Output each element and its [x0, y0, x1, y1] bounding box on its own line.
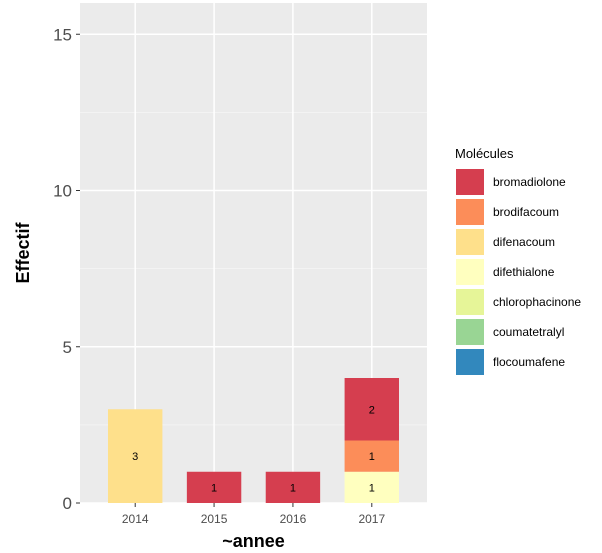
legend-swatch [455, 198, 485, 226]
y-axis-label: Effectif [13, 221, 33, 283]
legend-items: bromadiolone brodifacoum difenacoum difethi… [455, 167, 581, 377]
legend-swatch [455, 228, 485, 256]
legend-label: flocoumafene [493, 355, 566, 369]
y-tick-label: 15 [53, 25, 72, 44]
legend-swatch [455, 168, 485, 196]
y-tick-label: 0 [63, 494, 72, 513]
legend-item: flocoumafene [455, 347, 581, 377]
y-tick-label: 10 [53, 182, 72, 201]
bar-value-label: 1 [369, 451, 375, 463]
legend-label: chlorophacinone [493, 295, 582, 309]
legend-swatch [455, 348, 485, 376]
legend-label: difenacoum [493, 235, 556, 249]
bar-value-label: 1 [369, 482, 375, 494]
legend-swatch [455, 258, 485, 286]
legend-title: Molécules [455, 146, 514, 161]
legend-swatch [455, 318, 485, 346]
legend-item: difenacoum [455, 227, 581, 257]
legend-label: bromadiolone [493, 175, 566, 189]
bar-value-label: 1 [290, 482, 296, 494]
legend-swatch [455, 288, 485, 316]
x-tick-label: 2015 [201, 512, 228, 526]
x-tick-label: 2017 [358, 512, 385, 526]
bar-value-label: 3 [132, 451, 138, 463]
legend-item: coumatetralyl [455, 317, 581, 347]
bar-segment [344, 471, 400, 503]
bar-segment [186, 471, 242, 503]
x-tick-label: 2016 [280, 512, 307, 526]
legend-item: difethialone [455, 257, 581, 287]
legend-item: bromadiolone [455, 167, 581, 197]
y-tick-label: 5 [63, 338, 72, 357]
legend: Molécules bromadiolone brodifacoum difenac… [455, 146, 581, 377]
bar-segment [344, 378, 400, 441]
x-tick-label: 2014 [122, 512, 149, 526]
x-axis-label: ~annee [222, 531, 285, 551]
bar-value-label: 1 [211, 482, 217, 494]
legend-item: chlorophacinone [455, 287, 581, 317]
x-axis: 2014 2015 2016 2017 [122, 503, 385, 526]
legend-label: brodifacoum [493, 205, 560, 219]
bar-segment [265, 471, 321, 503]
legend-label: coumatetralyl [493, 325, 565, 339]
y-axis: 0 5 10 15 [53, 25, 80, 513]
legend-label: difethialone [493, 265, 555, 279]
bar-segment [107, 409, 163, 503]
bar-segment [344, 440, 400, 472]
bars: 3 1 1 1 1 2 [107, 378, 400, 503]
legend-item: brodifacoum [455, 197, 581, 227]
bar-value-label: 2 [369, 404, 375, 416]
